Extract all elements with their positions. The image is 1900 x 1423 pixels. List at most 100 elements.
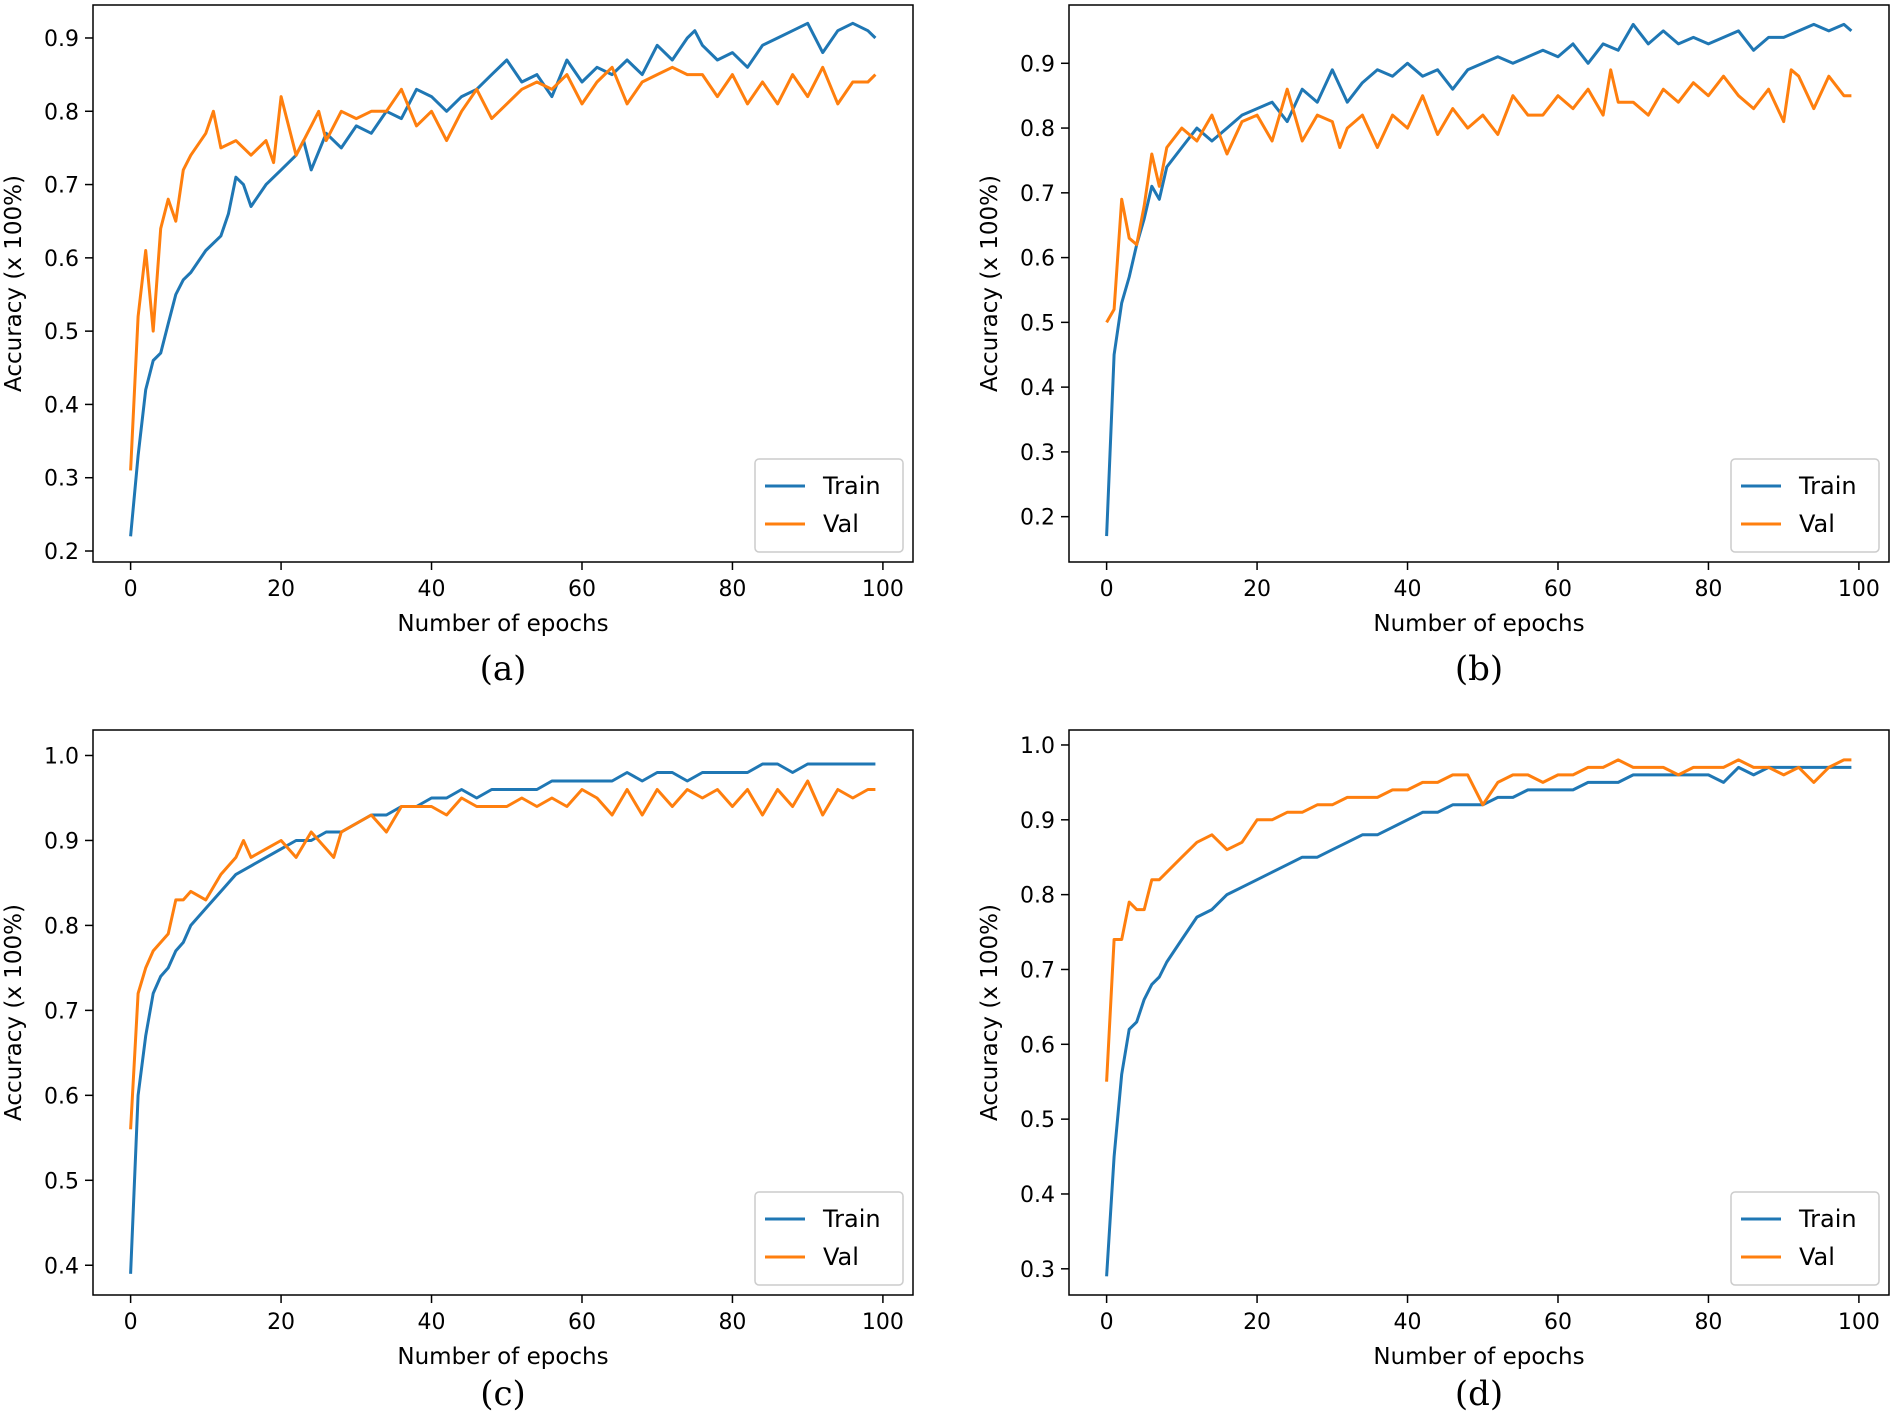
panel-caption: (d) bbox=[1455, 1374, 1503, 1414]
x-tick-label: 0 bbox=[124, 577, 138, 602]
y-tick-label: 0.9 bbox=[44, 829, 79, 854]
series-line-train bbox=[129, 21, 877, 537]
legend-label-train: Train bbox=[822, 472, 881, 500]
y-tick-label: 0.9 bbox=[1020, 809, 1055, 834]
y-tick-label: 0.7 bbox=[44, 999, 79, 1024]
y-tick-label: 0.3 bbox=[1020, 441, 1055, 466]
x-tick-label: 100 bbox=[862, 577, 904, 602]
series-line-train bbox=[1105, 765, 1852, 1277]
legend: Train Val bbox=[1730, 458, 1880, 553]
legend-label-val: Val bbox=[823, 510, 859, 538]
y-tick-label: 1.0 bbox=[1020, 734, 1055, 759]
legend: Train Val bbox=[754, 458, 904, 553]
x-tick-label: 40 bbox=[418, 577, 446, 602]
panel-caption: (a) bbox=[480, 649, 527, 689]
y-tick-label: 0.8 bbox=[44, 100, 79, 125]
x-tick-label: 20 bbox=[1243, 1310, 1271, 1335]
y-axis-label: Accuracy (x 100%) bbox=[977, 175, 1003, 392]
y-tick-label: 0.8 bbox=[1020, 884, 1055, 909]
x-tick-label: 60 bbox=[568, 1310, 596, 1335]
y-axis-label: Accuracy (x 100%) bbox=[977, 904, 1003, 1121]
y-tick-label: 0.6 bbox=[1020, 1033, 1055, 1058]
legend-label-train: Train bbox=[1798, 472, 1857, 500]
chart-panel-d: 0 20 40 60 80 100 0.3 0.4 0.5 0.6 0.7 0.8 0.9 1.0 Numb… bbox=[977, 729, 1890, 1414]
x-tick-label: 40 bbox=[1394, 577, 1422, 602]
y-tick-label: 0.5 bbox=[1020, 311, 1055, 336]
x-tick-label: 60 bbox=[568, 577, 596, 602]
x-tick-label: 80 bbox=[718, 577, 746, 602]
y-tick-label: 0.3 bbox=[44, 467, 79, 492]
x-tick-label: 100 bbox=[1838, 577, 1880, 602]
series-line-train bbox=[129, 762, 876, 1274]
legend-box bbox=[754, 1191, 904, 1286]
x-axis-label: Number of epochs bbox=[1373, 611, 1584, 637]
x-axis-label: Number of epochs bbox=[1373, 1344, 1584, 1370]
chart-panel-a: 0 20 40 60 80 100 0.2 0.3 0.4 0.5 0.6 0.7 0.8 0.9 Numb… bbox=[1, 4, 914, 689]
chart-panel-c: 0 20 40 60 80 100 0.4 0.5 0.6 0.7 0.8 0.9 1.0 Number … bbox=[1, 729, 914, 1414]
y-tick-label: 0.4 bbox=[44, 1254, 79, 1279]
y-tick-label: 0.5 bbox=[44, 320, 79, 345]
plot-frame bbox=[92, 729, 914, 1296]
y-tick-label: 0.2 bbox=[1020, 506, 1055, 531]
y-tick-label: 0.9 bbox=[44, 27, 79, 52]
panel-caption: (c) bbox=[480, 1374, 526, 1414]
x-tick-label: 100 bbox=[1838, 1310, 1880, 1335]
legend: Train Val bbox=[1730, 1191, 1880, 1286]
legend-box bbox=[754, 458, 904, 553]
plot-frame bbox=[1068, 729, 1890, 1296]
y-tick-label: 0.7 bbox=[1020, 182, 1055, 207]
y-tick-label: 0.8 bbox=[44, 914, 79, 939]
legend-box bbox=[1730, 458, 1880, 553]
y-tick-label: 0.4 bbox=[44, 393, 79, 418]
series-line-val bbox=[1105, 758, 1852, 1082]
y-tick-label: 0.3 bbox=[1020, 1258, 1055, 1283]
x-tick-label: 100 bbox=[862, 1310, 904, 1335]
x-tick-label: 60 bbox=[1544, 1310, 1572, 1335]
x-tick-label: 20 bbox=[267, 577, 295, 602]
legend-label-train: Train bbox=[1798, 1205, 1857, 1233]
y-tick-label: 0.5 bbox=[1020, 1108, 1055, 1133]
series-line-val bbox=[129, 779, 876, 1130]
chart-panel-b: 0 20 40 60 80 100 0.2 0.3 0.4 0.5 0.6 0.7 0.8 0.9 Numb… bbox=[977, 4, 1890, 689]
y-tick-label: 0.7 bbox=[44, 174, 79, 199]
x-tick-label: 60 bbox=[1544, 577, 1572, 602]
y-tick-label: 0.4 bbox=[1020, 1183, 1055, 1208]
legend-label-val: Val bbox=[1799, 1243, 1835, 1271]
legend-box bbox=[1730, 1191, 1880, 1286]
legend-label-val: Val bbox=[1799, 510, 1835, 538]
series-line-val bbox=[129, 65, 877, 471]
legend: Train Val bbox=[754, 1191, 904, 1286]
y-tick-label: 0.6 bbox=[44, 1084, 79, 1109]
y-tick-label: 0.7 bbox=[1020, 958, 1055, 983]
panel-caption: (b) bbox=[1455, 649, 1503, 689]
x-tick-label: 0 bbox=[1100, 1310, 1114, 1335]
x-tick-label: 20 bbox=[267, 1310, 295, 1335]
y-tick-label: 0.2 bbox=[44, 540, 79, 565]
x-tick-label: 20 bbox=[1243, 577, 1271, 602]
legend-label-val: Val bbox=[823, 1243, 859, 1271]
plot-frame bbox=[1068, 4, 1890, 563]
series-line-val bbox=[1105, 68, 1852, 324]
plot-frame bbox=[92, 4, 914, 563]
x-axis-label: Number of epochs bbox=[397, 1344, 608, 1370]
y-tick-label: 0.9 bbox=[1020, 52, 1055, 77]
y-tick-label: 1.0 bbox=[44, 744, 79, 769]
y-tick-label: 0.6 bbox=[1020, 247, 1055, 272]
x-tick-label: 0 bbox=[1100, 577, 1114, 602]
x-tick-label: 80 bbox=[1694, 1310, 1722, 1335]
y-axis-label: Accuracy (x 100%) bbox=[1, 904, 27, 1121]
y-tick-label: 0.5 bbox=[44, 1169, 79, 1194]
x-tick-label: 40 bbox=[418, 1310, 446, 1335]
y-tick-label: 0.8 bbox=[1020, 117, 1055, 142]
x-tick-label: 80 bbox=[1694, 577, 1722, 602]
series-line-train bbox=[1105, 22, 1853, 537]
x-tick-label: 40 bbox=[1394, 1310, 1422, 1335]
y-axis-label: Accuracy (x 100%) bbox=[1, 175, 27, 392]
x-axis-label: Number of epochs bbox=[397, 611, 608, 637]
x-tick-label: 0 bbox=[124, 1310, 138, 1335]
x-tick-label: 80 bbox=[718, 1310, 746, 1335]
legend-label-train: Train bbox=[822, 1205, 881, 1233]
y-tick-label: 0.6 bbox=[44, 247, 79, 272]
y-tick-label: 0.4 bbox=[1020, 376, 1055, 401]
